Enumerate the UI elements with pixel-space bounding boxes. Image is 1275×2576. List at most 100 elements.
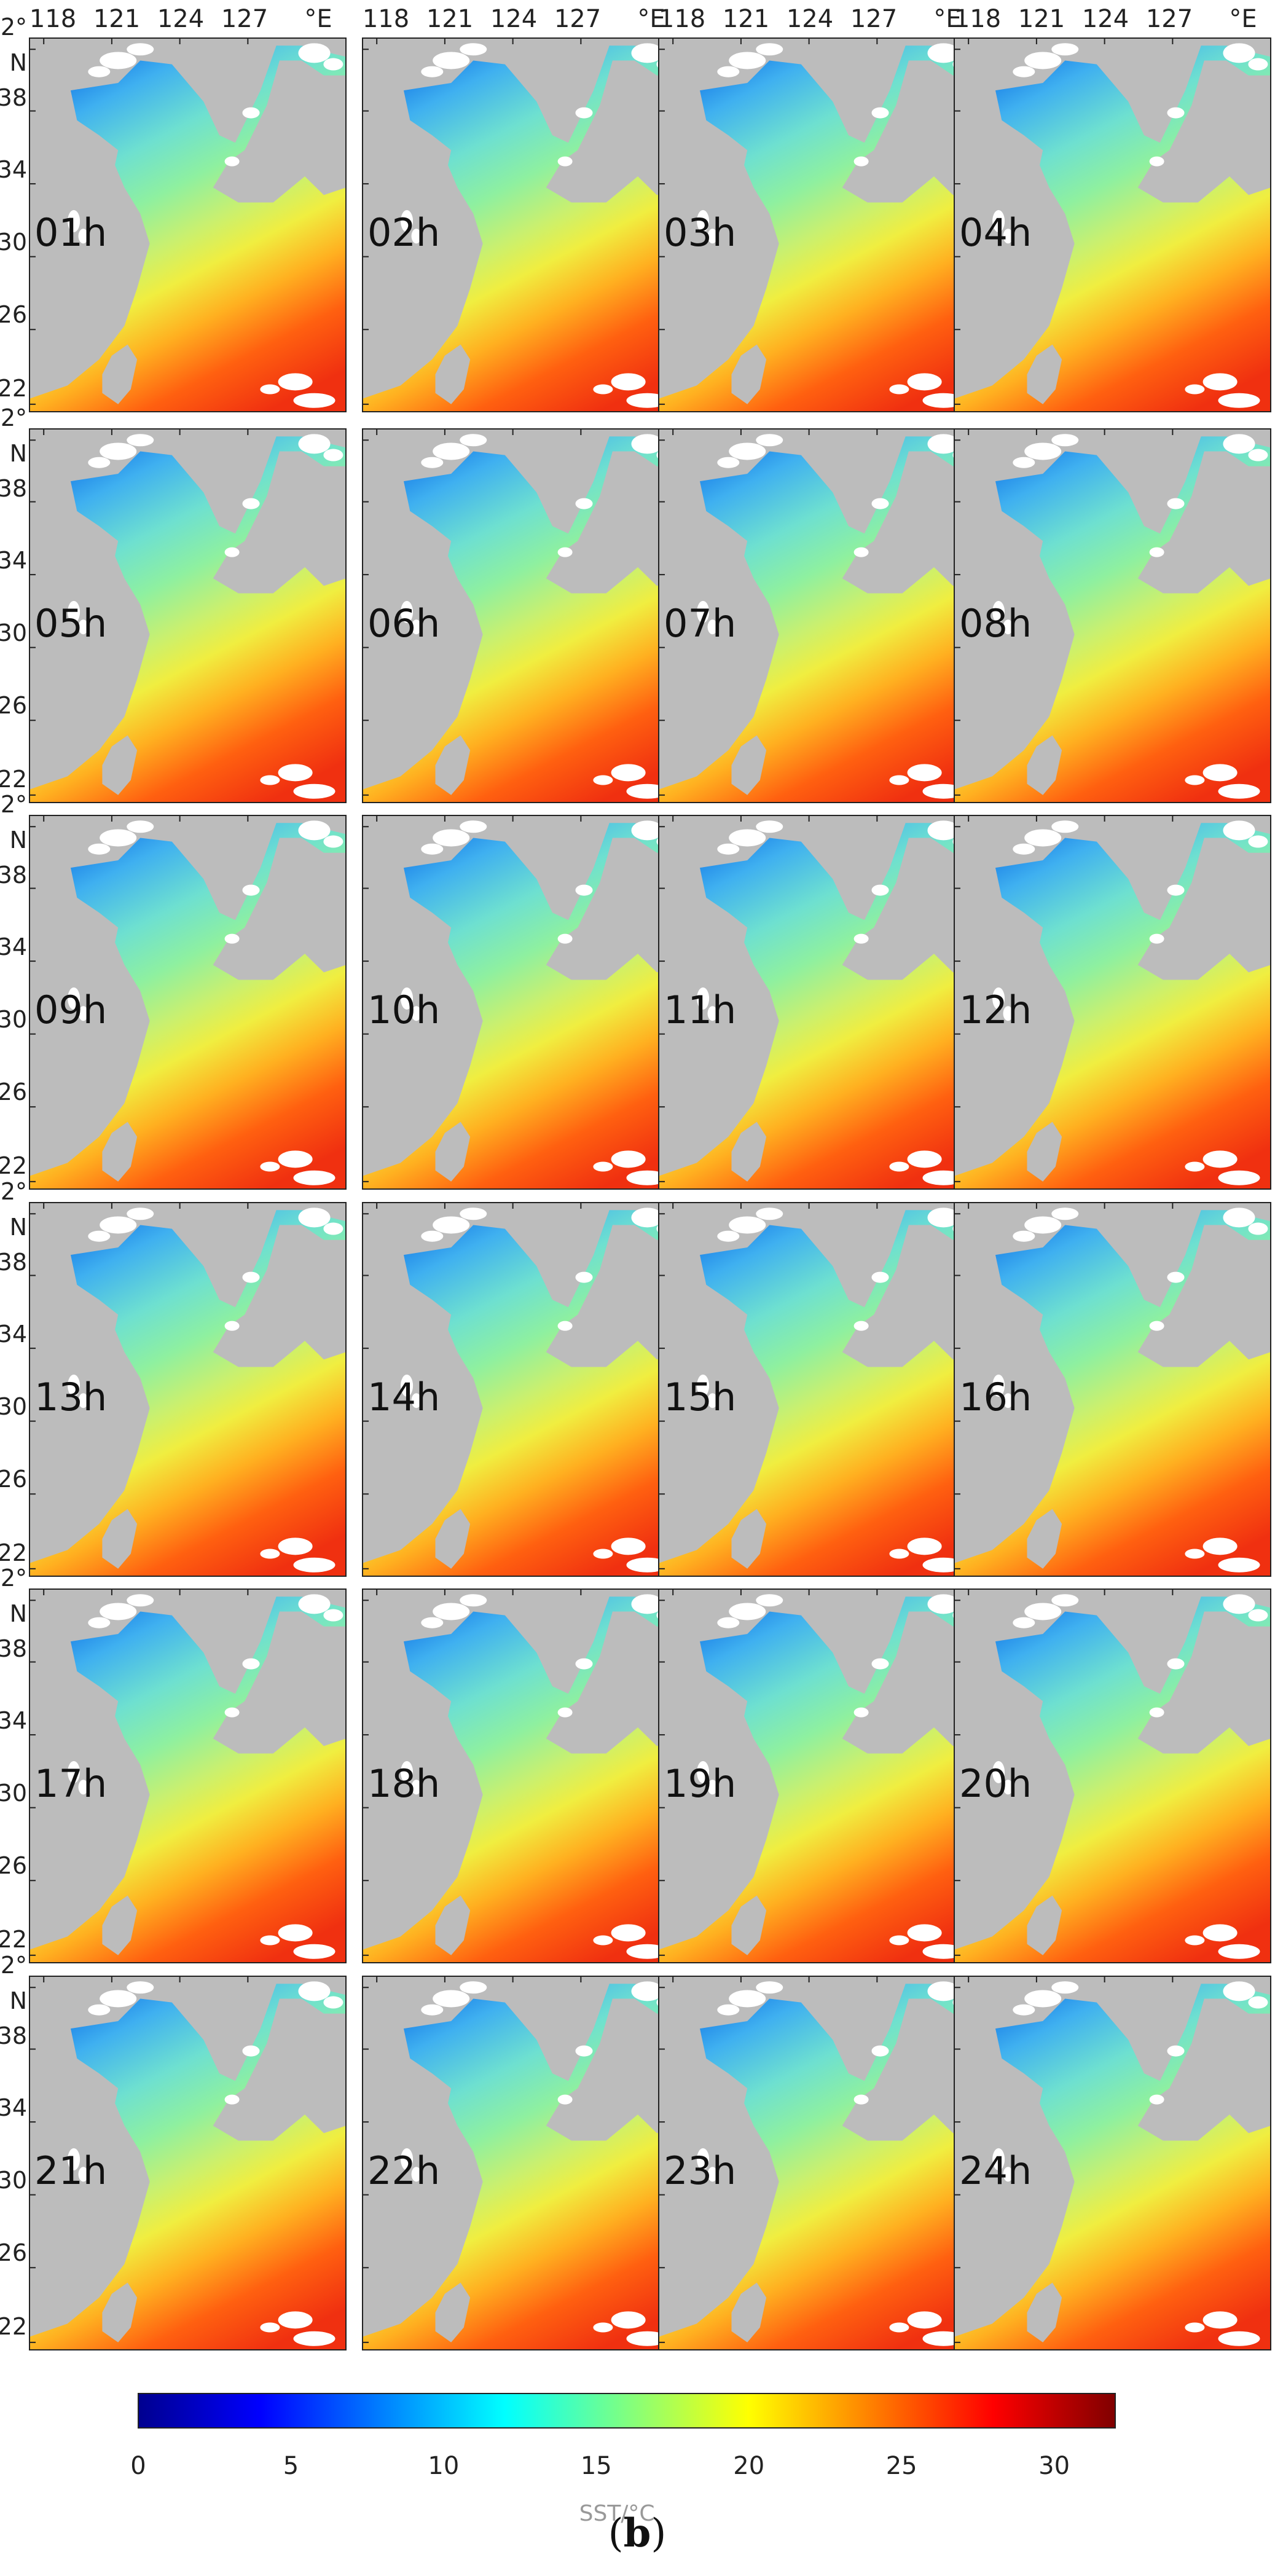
lat-tick-label: 22 <box>0 1152 27 1179</box>
no-data-patch <box>853 1321 869 1331</box>
korean-peninsula-land <box>842 1611 975 1754</box>
no-data-patch <box>323 835 343 848</box>
no-data-patch <box>729 1990 766 2008</box>
no-data-patch <box>242 884 260 896</box>
no-data-patch <box>260 775 280 785</box>
no-data-patch <box>298 1208 331 1228</box>
no-data-patch <box>907 2311 942 2329</box>
no-data-patch <box>697 2148 710 2170</box>
no-data-patch <box>411 2167 422 2182</box>
korean-peninsula-land <box>546 838 679 980</box>
no-data-patch <box>729 1603 766 1620</box>
no-data-patch <box>631 1208 664 1228</box>
hour-label-23h: 23h <box>664 2148 737 2193</box>
no-data-patch <box>260 1161 280 1172</box>
no-data-patch <box>78 2167 88 2182</box>
no-data-patch <box>729 52 766 69</box>
hour-label-21h: 21h <box>34 2148 108 2193</box>
no-data-patch <box>707 1780 718 1795</box>
no-data-patch <box>575 1271 593 1283</box>
lat-tick-label: 30 <box>0 229 27 256</box>
no-data-patch <box>626 2331 669 2346</box>
no-data-patch <box>68 2148 80 2170</box>
map-panel-24h <box>954 1976 1271 2350</box>
no-data-patch <box>298 43 331 63</box>
no-data-patch <box>1013 66 1035 77</box>
no-data-patch <box>626 1944 669 1959</box>
no-data-patch <box>1223 820 1255 841</box>
no-data-patch <box>631 43 664 63</box>
no-data-patch <box>907 1537 942 1555</box>
no-data-patch <box>88 843 111 855</box>
no-data-patch <box>88 2004 111 2016</box>
no-data-patch <box>729 1216 766 1234</box>
no-data-patch <box>729 442 766 460</box>
no-data-patch <box>1248 58 1268 71</box>
no-data-patch <box>1003 1780 1013 1795</box>
no-data-patch <box>1051 1594 1079 1607</box>
no-data-patch <box>242 498 260 509</box>
lat-tick-label: 34 <box>0 933 27 960</box>
no-data-patch <box>323 1609 343 1622</box>
colorbar-title: SST/°C <box>579 2501 655 2526</box>
lon-tick-label: 118 <box>954 5 1002 33</box>
no-data-patch <box>278 1924 313 1942</box>
lat-tick-label: 26 <box>0 692 27 719</box>
no-data-patch <box>1003 1006 1013 1021</box>
lon-tick-label: 124 <box>490 5 538 33</box>
no-data-patch <box>1013 843 1035 855</box>
map-panel-04h <box>954 37 1271 412</box>
no-data-patch <box>927 434 960 454</box>
map-panel-01h <box>29 37 347 412</box>
colorbar-tick-label: 30 <box>1038 2452 1070 2480</box>
no-data-patch <box>611 1924 646 1942</box>
no-data-patch <box>433 1990 470 2008</box>
map-panel-21h <box>29 1976 347 2350</box>
lat-tick-label: 34 <box>0 2094 27 2121</box>
no-data-patch <box>575 498 593 509</box>
korean-peninsula-land <box>546 1998 679 2141</box>
lon-unit-label: °E <box>304 5 332 33</box>
no-data-patch <box>78 1006 88 1021</box>
lat-tick-label: 22 <box>0 375 27 402</box>
no-data-patch <box>1185 384 1205 395</box>
no-data-patch <box>278 764 313 782</box>
no-data-patch <box>1167 498 1185 509</box>
no-data-patch <box>1149 156 1164 167</box>
no-data-patch <box>992 1374 1005 1397</box>
no-data-patch <box>242 1658 260 1670</box>
no-data-patch <box>992 2148 1005 2170</box>
no-data-patch <box>717 2004 740 2016</box>
hour-label-22h: 22h <box>367 2148 441 2193</box>
no-data-patch <box>871 107 889 119</box>
lat-tick-label: 30 <box>0 619 27 646</box>
taiwan-island-land <box>1027 2282 1062 2342</box>
korean-peninsula-land <box>1137 1225 1271 1367</box>
no-data-patch <box>78 619 88 635</box>
no-data-patch <box>100 1990 137 2008</box>
no-data-patch <box>697 600 710 623</box>
map-frame <box>29 815 347 1190</box>
korean-peninsula-land <box>842 1225 975 1367</box>
korean-peninsula-land <box>546 451 679 594</box>
no-data-patch <box>756 1981 783 1994</box>
no-data-patch <box>992 210 1005 232</box>
korean-peninsula-land <box>1137 451 1271 594</box>
no-data-patch <box>557 933 573 944</box>
no-data-patch <box>421 2004 444 2016</box>
no-data-patch <box>626 783 669 799</box>
map-frame <box>954 37 1271 412</box>
no-data-patch <box>889 1549 909 1559</box>
no-data-patch <box>557 547 573 557</box>
map-panel-16h <box>954 1202 1271 1577</box>
no-data-patch <box>631 1594 664 1614</box>
no-data-patch <box>421 843 444 855</box>
no-data-patch <box>421 66 444 77</box>
no-data-patch <box>575 2045 593 2057</box>
no-data-patch <box>1003 1393 1013 1408</box>
map-frame <box>954 815 1271 1190</box>
no-data-patch <box>401 1374 414 1397</box>
no-data-patch <box>421 1617 444 1628</box>
no-data-patch <box>907 373 942 391</box>
no-data-patch <box>707 1393 718 1408</box>
